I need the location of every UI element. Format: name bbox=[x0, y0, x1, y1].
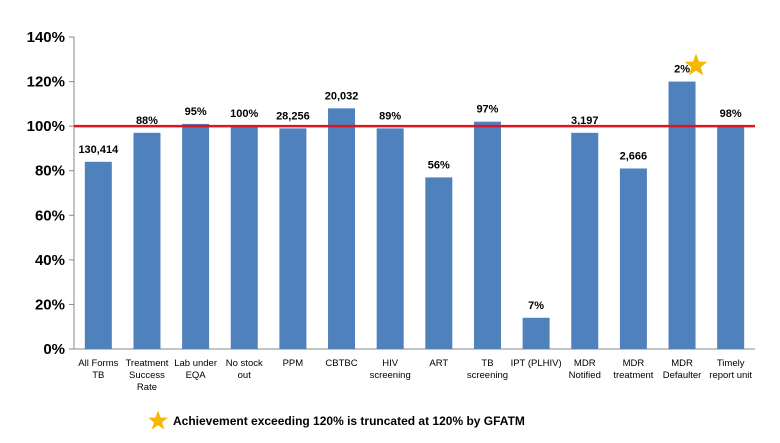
y-tick-label: 80% bbox=[35, 163, 65, 180]
x-tick-label: MDR Defaulter bbox=[663, 358, 702, 381]
footnote-text: Achievement exceeding 120% is truncated … bbox=[173, 414, 525, 428]
bar bbox=[668, 81, 696, 350]
data-label: 56% bbox=[428, 159, 450, 171]
y-tick-label: 0% bbox=[43, 341, 65, 358]
y-tick-label: 100% bbox=[27, 118, 65, 135]
star-icon bbox=[684, 53, 708, 76]
y-tick-label: 140% bbox=[27, 29, 65, 46]
bar bbox=[619, 168, 647, 349]
bar bbox=[133, 132, 161, 349]
y-tick-label: 40% bbox=[35, 252, 65, 269]
x-tick-label: Timely report unit bbox=[709, 358, 752, 381]
bar bbox=[522, 317, 550, 349]
star-icon bbox=[148, 410, 168, 430]
bar bbox=[182, 123, 210, 350]
footnote: Achievement exceeding 120% is truncated … bbox=[147, 410, 525, 432]
data-label: 100% bbox=[230, 108, 258, 120]
bar bbox=[425, 177, 453, 349]
data-label: 2,666 bbox=[620, 150, 648, 162]
data-label: 28,256 bbox=[276, 110, 310, 122]
y-tick-label: 60% bbox=[35, 207, 65, 224]
data-label: 2% bbox=[674, 64, 690, 76]
bar bbox=[473, 121, 501, 349]
bar bbox=[279, 128, 307, 349]
x-tick-label: MDR Notified bbox=[569, 358, 601, 381]
x-tick-label: ART bbox=[429, 358, 448, 369]
x-tick-label: TB screening bbox=[467, 358, 508, 381]
data-label: 3,197 bbox=[571, 115, 599, 127]
x-tick-label: All Forms TB bbox=[78, 358, 118, 381]
bar bbox=[328, 108, 356, 349]
data-label: 7% bbox=[528, 300, 544, 312]
data-label: 89% bbox=[379, 110, 401, 122]
data-label: 97% bbox=[476, 104, 498, 116]
bar bbox=[84, 161, 112, 349]
bar bbox=[571, 132, 599, 349]
x-tick-label: HIV screening bbox=[370, 358, 411, 381]
data-label: 88% bbox=[136, 115, 158, 127]
bar bbox=[717, 126, 745, 350]
data-label: 20,032 bbox=[325, 90, 359, 102]
data-label: 130,414 bbox=[78, 144, 119, 156]
bar bbox=[230, 126, 258, 350]
data-label: 98% bbox=[720, 108, 742, 120]
x-tick-label: CBTBC bbox=[325, 358, 357, 369]
x-tick-label: MDR treatment bbox=[613, 358, 653, 381]
y-tick-label: 120% bbox=[27, 74, 65, 91]
bar bbox=[376, 128, 404, 349]
data-label: 95% bbox=[185, 106, 207, 118]
x-tick-label: IPT (PLHIV) bbox=[511, 358, 562, 369]
x-tick-label: No stock out bbox=[226, 358, 263, 381]
x-tick-label: PPM bbox=[283, 358, 304, 369]
x-tick-label: Lab under EQA bbox=[174, 358, 217, 381]
y-tick-label: 20% bbox=[35, 296, 65, 313]
x-tick-label: Treatment Success Rate bbox=[125, 358, 168, 393]
